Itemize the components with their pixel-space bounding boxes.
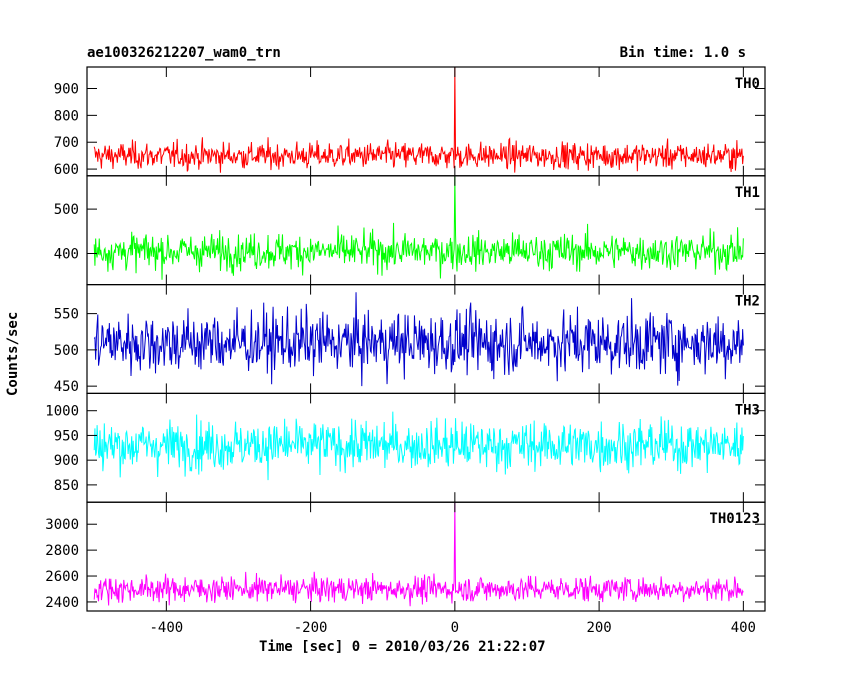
panel-frame xyxy=(86,175,766,286)
y-tick-label: 2600 xyxy=(45,569,79,585)
y-tick-label: 600 xyxy=(54,162,79,178)
panel-th0: 600 700 800 900 TH0 xyxy=(54,66,766,178)
panel-th2: 450 500 550 TH2 xyxy=(54,284,766,395)
chart-title: ae100326212207_wam0_trn xyxy=(87,45,281,61)
series-th0 xyxy=(93,67,744,173)
y-tick-label: 400 xyxy=(54,247,79,263)
panel-frame xyxy=(86,501,766,612)
panel-label: TH0 xyxy=(735,76,760,92)
y-tick-label: 450 xyxy=(54,379,79,395)
panel-th3: 850 900 950 1000 TH3 xyxy=(45,392,766,503)
panel-th1: 400 500 TH1 xyxy=(54,175,766,286)
panel-label: TH0123 xyxy=(709,511,760,527)
y-tick-label: 550 xyxy=(54,307,79,323)
y-tick-label: 3000 xyxy=(45,517,79,533)
x-tick-label: 200 xyxy=(586,620,611,636)
series-th1 xyxy=(93,175,744,280)
bin-time-label: Bin time: 1.0 s xyxy=(619,45,746,61)
y-tick-label: 900 xyxy=(54,453,79,469)
y-tick-label: 900 xyxy=(54,81,79,97)
y-tick-label: 500 xyxy=(54,343,79,359)
x-tick-label: 400 xyxy=(731,620,756,636)
series-th0123 xyxy=(93,502,744,607)
x-tick-label: 0 xyxy=(451,620,459,636)
y-tick-label: 2400 xyxy=(45,595,79,611)
panel-label: TH1 xyxy=(735,185,760,201)
x-axis-label: Time [sec] 0 = 2010/03/26 21:22:07 xyxy=(259,639,546,655)
series-th2 xyxy=(93,292,744,387)
y-tick-label: 850 xyxy=(54,478,79,494)
y-tick-label: 700 xyxy=(54,135,79,151)
y-tick-label: 800 xyxy=(54,108,79,124)
panel-label: TH3 xyxy=(735,402,760,418)
x-tick-label: -200 xyxy=(294,620,328,636)
panel-label: TH2 xyxy=(735,294,760,310)
panel-th0123: 2400 2600 2800 3000 TH0123 xyxy=(45,501,766,612)
y-tick-label: 950 xyxy=(54,428,79,444)
series-th3 xyxy=(93,411,744,481)
x-tick-label: -400 xyxy=(149,620,183,636)
y-tick-label: 1000 xyxy=(45,404,79,420)
y-tick-label: 500 xyxy=(54,202,79,218)
y-tick-label: 2800 xyxy=(45,543,79,559)
